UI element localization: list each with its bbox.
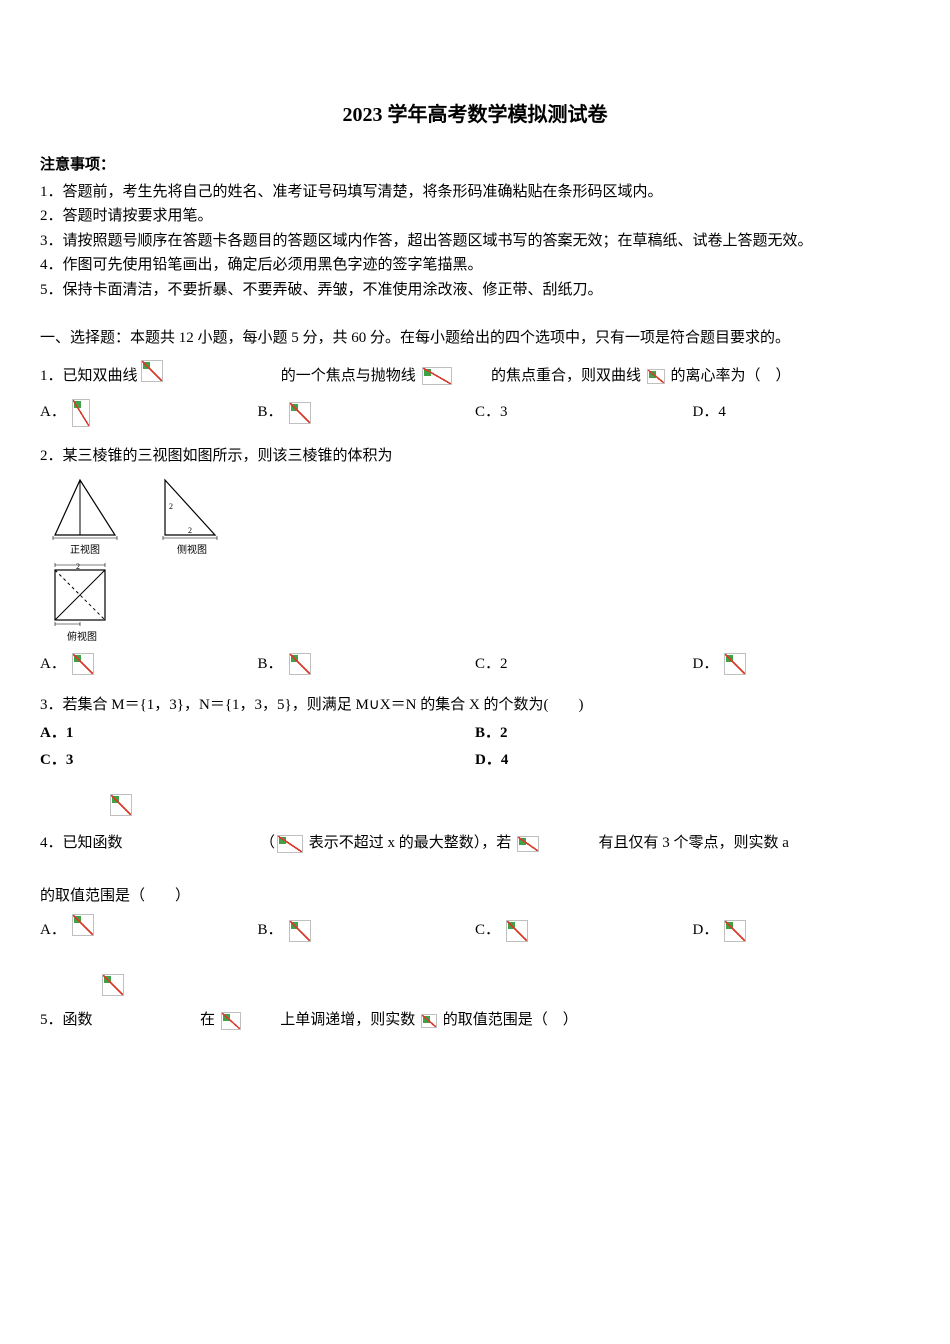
- formula-placeholder-icon: [102, 974, 124, 996]
- formula-placeholder-icon: [110, 794, 132, 816]
- q1-text: 的焦点重合，则双曲线: [491, 368, 641, 384]
- question-2: 2．某三棱锥的三视图如图所示，则该三棱锥的体积为 正视图: [40, 445, 910, 676]
- option-label: C．2: [475, 653, 508, 676]
- option-label: C．: [475, 919, 500, 942]
- question-4: 4．已知函数 （ 表示不超过 x 的最大整数），若 有且仅有 3 个零点，则实数…: [40, 785, 910, 948]
- option-label: A．: [40, 919, 66, 942]
- formula-placeholder-icon: [517, 836, 539, 852]
- option-label: A．: [40, 653, 66, 676]
- q5-text: 在: [200, 1012, 215, 1028]
- formula-placeholder-icon: [72, 399, 90, 427]
- formula-placeholder-icon: [289, 653, 311, 675]
- notice-item: 5．保持卡面清洁，不要折暴、不要弄破、弄皱，不准使用涂改液、修正带、刮纸刀。: [40, 279, 910, 302]
- q4-options: A． B． C． D．: [40, 914, 910, 948]
- option-a: A．: [40, 914, 258, 948]
- q3-options: A．1 B．2 C．3 D．4: [40, 722, 910, 775]
- option-d: D．4: [693, 399, 911, 427]
- option-c: C．: [475, 914, 693, 948]
- option-b: B．: [258, 399, 476, 427]
- option-b: B．: [258, 914, 476, 948]
- option-c: C．2: [475, 653, 693, 676]
- svg-text:2: 2: [188, 526, 192, 535]
- notice-item: 4．作图可先使用铅笔画出，确定后必须用黑色字迹的签字笔描黑。: [40, 254, 910, 277]
- top-view: 2 俯视图: [50, 562, 114, 645]
- formula-placeholder-icon: [141, 360, 163, 382]
- option-b: B．: [258, 653, 476, 676]
- option-label: A．: [40, 401, 66, 424]
- q4-text: 表示不超过 x 的最大整数），若: [309, 835, 512, 851]
- notice-item: 1．答题前，考生先将自己的姓名、准考证号码填写清楚，将条形码准确粘贴在条形码区域…: [40, 181, 910, 204]
- option-label: D．: [693, 653, 719, 676]
- q1-options: A． B． C．3 D．4: [40, 399, 910, 427]
- formula-placeholder-icon: [72, 653, 94, 675]
- top-view-svg: 2: [50, 562, 114, 628]
- front-view-caption: 正视图: [70, 543, 100, 558]
- section-heading: 一、选择题：本题共 12 小题，每小题 5 分，共 60 分。在每小题给出的四个…: [40, 327, 910, 350]
- option-label: B．: [258, 653, 283, 676]
- side-view-svg: 2 2: [160, 475, 224, 541]
- front-view-svg: [50, 475, 120, 541]
- q5-text: 5．函数: [40, 1012, 93, 1028]
- q1-text: 的一个焦点与抛物线: [281, 368, 416, 384]
- front-view: 正视图: [50, 475, 120, 558]
- formula-placeholder-icon: [221, 1012, 241, 1030]
- formula-placeholder-icon: [422, 367, 452, 385]
- option-c: C．3: [40, 749, 475, 772]
- formula-placeholder-icon: [72, 914, 94, 936]
- formula-placeholder-icon: [289, 402, 311, 424]
- q4-text: （: [260, 835, 275, 851]
- q4-text-line2: 的取值范围是（ ）: [40, 885, 910, 908]
- top-view-caption: 俯视图: [67, 630, 97, 645]
- formula-placeholder-icon: [277, 835, 303, 853]
- formula-placeholder-icon: [724, 653, 746, 675]
- question-1: 1．已知双曲线 的一个焦点与抛物线 的焦点重合，则双曲线 的离心率为（ ） A．…: [40, 360, 910, 427]
- option-d: D．: [693, 653, 911, 676]
- q1-text: 的离心率为（ ）: [671, 368, 791, 384]
- formula-placeholder-icon: [421, 1014, 437, 1028]
- notice-heading: 注意事项：: [40, 154, 910, 177]
- svg-text:2: 2: [169, 502, 173, 511]
- notice-block: 注意事项： 1．答题前，考生先将自己的姓名、准考证号码填写清楚，将条形码准确粘贴…: [40, 154, 910, 301]
- notice-item: 3．请按照题号顺序在答题卡各题目的答题区域内作答，超出答题区域书写的答案无效；在…: [40, 230, 910, 253]
- option-label: C．3: [475, 401, 508, 424]
- q2-options: A． B． C．2 D．: [40, 653, 910, 676]
- option-b: B．2: [475, 722, 910, 745]
- q5-text: 上单调递增，则实数: [280, 1012, 415, 1028]
- side-view: 2 2 侧视图: [160, 475, 224, 558]
- option-c: C．3: [475, 399, 693, 427]
- formula-placeholder-icon: [289, 920, 311, 942]
- question-3: 3．若集合 M＝{1，3}，N＝{1，3，5}，则满足 M∪X＝N 的集合 X …: [40, 694, 910, 776]
- formula-placeholder-icon: [647, 369, 665, 384]
- exam-page: 2023 学年高考数学模拟测试卷 注意事项： 1．答题前，考生先将自己的姓名、准…: [0, 0, 950, 1344]
- option-d: D．: [693, 914, 911, 948]
- option-label: B．: [258, 401, 283, 424]
- q4-text: 4．已知函数: [40, 835, 123, 851]
- q3-text: 3．若集合 M＝{1，3}，N＝{1，3，5}，则满足 M∪X＝N 的集合 X …: [40, 694, 910, 717]
- q4-text: 有且仅有 3 个零点，则实数 a: [599, 835, 789, 851]
- three-view-figure: 正视图 2 2 侧视图: [50, 475, 910, 645]
- option-label: B．: [258, 919, 283, 942]
- q5-text: 的取值范围是（ ）: [443, 1012, 578, 1028]
- option-label: D．4: [693, 401, 726, 424]
- side-view-caption: 侧视图: [177, 543, 207, 558]
- q1-text: 1．已知双曲线: [40, 368, 138, 384]
- option-a: A．1: [40, 722, 475, 745]
- option-a: A．: [40, 653, 258, 676]
- formula-placeholder-icon: [506, 920, 528, 942]
- question-5: 5．函数 在 上单调递增，则实数 的取值范围是（ ）: [40, 966, 910, 1039]
- option-d: D．4: [475, 749, 910, 772]
- notice-item: 2．答题时请按要求用笔。: [40, 205, 910, 228]
- page-title: 2023 学年高考数学模拟测试卷: [40, 100, 910, 130]
- q2-text: 2．某三棱锥的三视图如图所示，则该三棱锥的体积为: [40, 445, 910, 468]
- option-a: A．: [40, 399, 258, 427]
- formula-placeholder-icon: [724, 920, 746, 942]
- option-label: D．: [693, 919, 719, 942]
